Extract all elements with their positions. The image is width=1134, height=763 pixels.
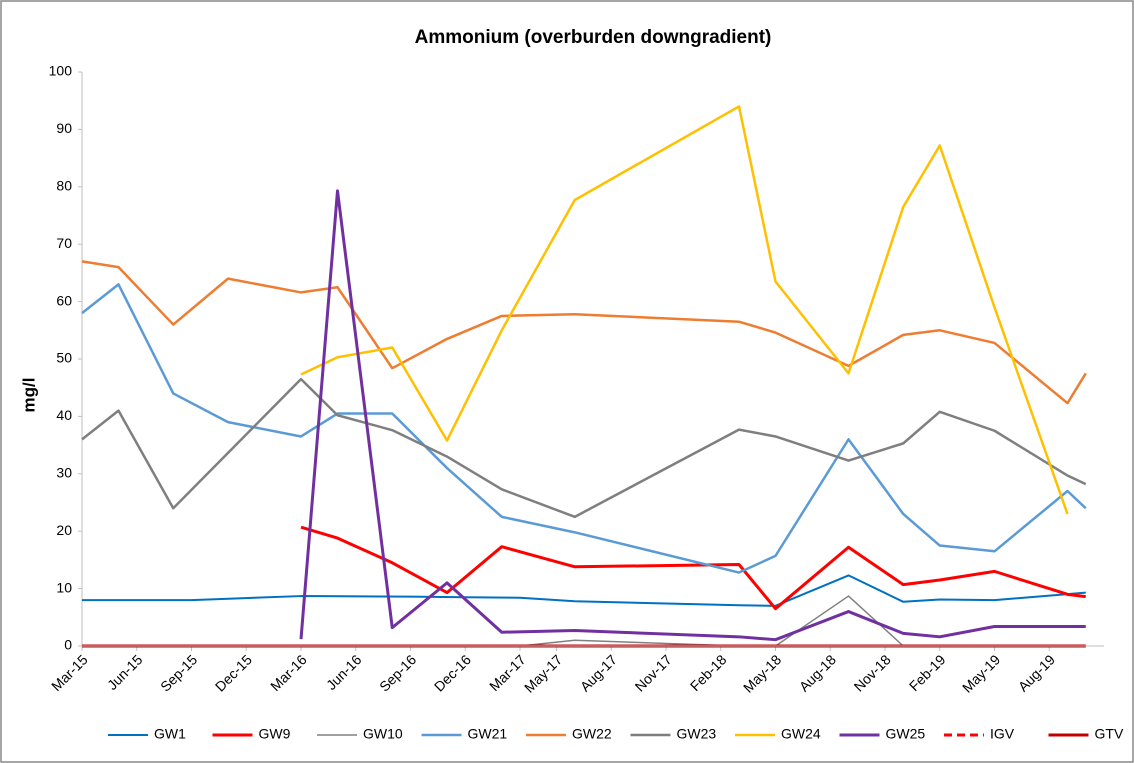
legend-label: GW1 bbox=[154, 726, 186, 742]
legend-label: GW24 bbox=[781, 726, 821, 742]
series-line bbox=[300, 105, 1069, 515]
series-line bbox=[81, 283, 1087, 574]
legend-label: GTV bbox=[1095, 726, 1124, 742]
legend-label: IGV bbox=[990, 726, 1015, 742]
legend-label: GW21 bbox=[468, 726, 508, 742]
legend-label: GW23 bbox=[677, 726, 717, 742]
y-tick-label: 70 bbox=[56, 235, 72, 251]
y-tick-label: 100 bbox=[49, 63, 73, 79]
y-tick-label: 10 bbox=[56, 579, 72, 595]
y-tick-label: 20 bbox=[56, 522, 72, 538]
series-line bbox=[81, 260, 1087, 405]
series-line bbox=[82, 574, 1086, 607]
series-line bbox=[300, 525, 1086, 611]
y-tick-label: 50 bbox=[56, 350, 72, 366]
y-tick-label: 90 bbox=[56, 120, 72, 136]
y-tick-label: 60 bbox=[56, 292, 72, 308]
legend-label: GW10 bbox=[363, 726, 403, 742]
y-tick-label: 80 bbox=[56, 178, 72, 194]
y-tick-label: 0 bbox=[64, 637, 72, 653]
legend-label: GW9 bbox=[259, 726, 291, 742]
y-tick-label: 30 bbox=[56, 465, 72, 481]
chart-title: Ammonium (overburden downgradient) bbox=[415, 27, 772, 48]
y-axis-label: mg/l bbox=[19, 378, 38, 413]
legend-label: GW25 bbox=[886, 726, 926, 742]
legend-label: GW22 bbox=[572, 726, 612, 742]
series-line bbox=[81, 377, 1087, 519]
series-line bbox=[299, 189, 1086, 642]
y-tick-label: 40 bbox=[56, 407, 72, 423]
